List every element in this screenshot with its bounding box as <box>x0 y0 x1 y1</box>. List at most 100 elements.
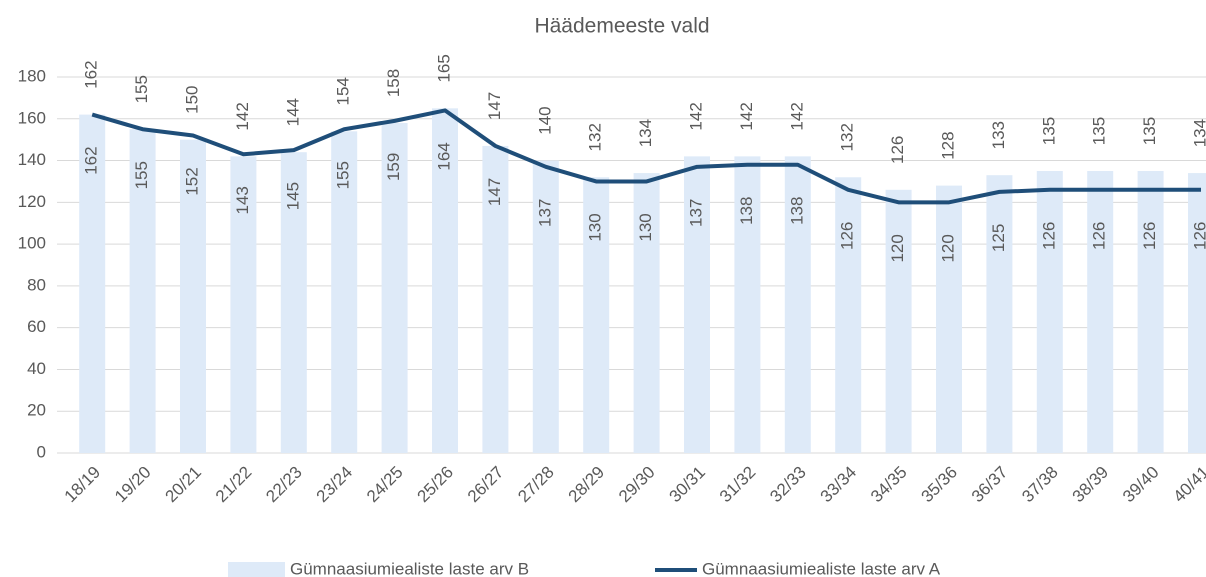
line-value-label: 126 <box>1140 222 1159 250</box>
bar <box>633 173 660 454</box>
bar-value-label: 128 <box>938 131 957 159</box>
bar <box>532 160 559 454</box>
y-tick-label: 60 <box>27 317 46 336</box>
bar-value-label: 140 <box>535 106 554 134</box>
line-value-label: 137 <box>535 199 554 227</box>
x-tick-label: 38/39 <box>1069 463 1113 507</box>
bar-value-label: 165 <box>434 54 453 82</box>
bar-value-label: 158 <box>384 69 403 97</box>
line-value-label: 126 <box>1190 222 1206 250</box>
line-value-label: 126 <box>1039 222 1058 250</box>
legend-swatch <box>228 562 285 577</box>
line-value-label: 126 <box>1090 222 1109 250</box>
x-tick-label: 28/29 <box>565 463 609 507</box>
y-tick-label: 0 <box>37 442 46 461</box>
x-tick-label: 35/36 <box>917 463 961 507</box>
bar <box>331 131 358 454</box>
bar <box>1087 171 1114 453</box>
bar-value-label: 126 <box>888 136 907 164</box>
y-tick-label: 120 <box>18 192 46 211</box>
bar-value-label: 162 <box>82 60 101 88</box>
x-tick-label: 40/41 <box>1169 463 1206 507</box>
line-value-label: 145 <box>283 182 302 210</box>
x-tick-label: 34/35 <box>867 463 911 507</box>
x-tick-label: 23/24 <box>313 463 357 507</box>
bar <box>230 156 257 453</box>
x-tick-label: 20/21 <box>161 463 205 507</box>
line-value-label: 130 <box>636 213 655 241</box>
y-tick-label: 100 <box>18 234 46 253</box>
bar-value-label: 142 <box>233 102 252 130</box>
bar-value-label: 155 <box>132 75 151 103</box>
bar-value-label: 142 <box>737 102 756 130</box>
bar <box>1137 171 1164 453</box>
bar <box>432 108 458 453</box>
x-tick-label: 30/31 <box>665 463 709 507</box>
bar-value-label: 132 <box>838 123 857 151</box>
bar-value-label: 154 <box>334 77 353 105</box>
x-tick-label: 29/30 <box>615 463 659 507</box>
line-value-label: 155 <box>132 161 151 189</box>
y-tick-label: 20 <box>27 401 46 420</box>
x-tick-label: 27/28 <box>514 463 558 507</box>
bar-value-label: 134 <box>636 119 655 147</box>
x-tick-label: 37/38 <box>1018 463 1062 507</box>
line <box>91 108 1201 205</box>
y-tick-label: 80 <box>27 275 46 294</box>
bar-value-label: 135 <box>1140 117 1159 145</box>
bar-value-label: 142 <box>686 102 705 130</box>
line-value-label: 137 <box>686 199 705 227</box>
bar <box>79 114 106 453</box>
bar-value-label: 147 <box>485 92 504 120</box>
bar <box>482 145 509 453</box>
x-tick-label: 39/40 <box>1119 463 1163 507</box>
bar <box>280 152 307 453</box>
line-value-label: 155 <box>334 161 353 189</box>
bar <box>684 156 710 453</box>
line-value-label: 164 <box>434 142 453 170</box>
line-value-label: 126 <box>838 222 857 250</box>
y-tick-label: 160 <box>18 108 46 127</box>
bar-value-label: 144 <box>283 98 302 126</box>
x-tick-label: 18/19 <box>61 463 105 507</box>
bar <box>734 156 761 453</box>
bar <box>180 139 206 453</box>
x-tick-label: 32/33 <box>766 463 810 507</box>
bar-value-label: 142 <box>787 102 806 130</box>
x-tick-label: 33/34 <box>817 463 861 507</box>
x-tick-label: 22/23 <box>262 463 306 507</box>
x-tick-label: 21/22 <box>212 463 256 507</box>
line-value-label: 147 <box>485 178 504 206</box>
bar-value-label: 134 <box>1190 119 1206 147</box>
bar <box>835 177 862 453</box>
bar <box>583 177 610 453</box>
bar <box>1036 171 1063 453</box>
line-value-label: 125 <box>989 224 1008 252</box>
x-tick-label: 26/27 <box>464 463 508 507</box>
x-tick-label: 36/37 <box>968 463 1012 507</box>
x-tick-label: 24/25 <box>363 463 407 507</box>
legend-label: Gümnaasiumiealiste laste arv A <box>702 559 941 577</box>
line-value-label: 159 <box>384 153 403 181</box>
line-value-label: 162 <box>82 146 101 174</box>
legend-label: Gümnaasiumiealiste laste arv B <box>290 559 529 577</box>
bar <box>129 129 156 453</box>
bar <box>381 122 408 453</box>
x-tick-label: 19/20 <box>111 463 155 507</box>
bar <box>1188 173 1206 454</box>
bar <box>885 189 912 454</box>
x-tick-label: 31/32 <box>716 463 760 507</box>
line-value-label: 138 <box>737 197 756 225</box>
x-tick-label: 25/26 <box>413 463 457 507</box>
bar <box>936 185 962 453</box>
line-value-label: 138 <box>787 197 806 225</box>
bar-value-label: 133 <box>989 121 1008 149</box>
bar-value-label: 132 <box>586 123 605 151</box>
line-value-label: 120 <box>938 234 957 262</box>
bar <box>986 175 1013 453</box>
line-value-label: 152 <box>182 167 201 195</box>
line-value-label: 130 <box>586 213 605 241</box>
y-tick-label: 180 <box>18 66 46 85</box>
y-tick-label: 40 <box>27 359 46 378</box>
